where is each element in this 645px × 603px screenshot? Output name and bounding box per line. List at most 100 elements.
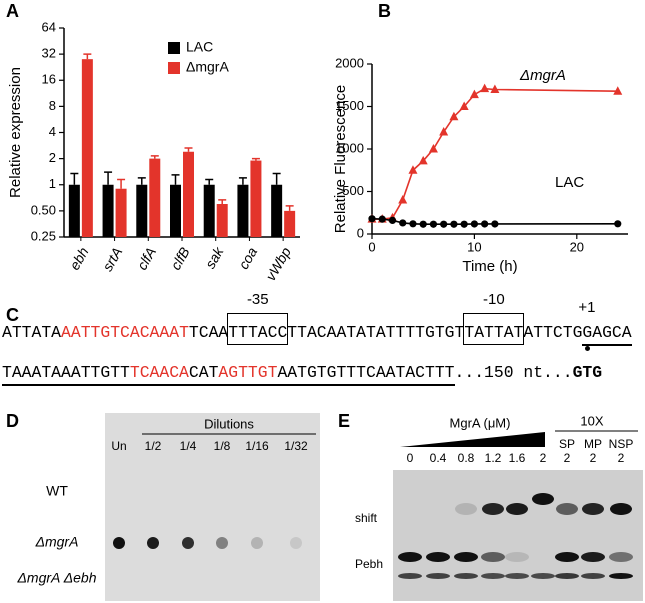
bar (271, 184, 283, 237)
gel-band (426, 552, 450, 562)
sequence-segment: AATGTGTTTCAATACTTT (277, 362, 455, 386)
lane-label: 0 (407, 451, 414, 465)
gel-band (506, 503, 528, 515)
sequence-segment: TCAACA (129, 362, 189, 386)
marker (490, 84, 500, 93)
bar (284, 210, 296, 237)
concentration-wedge (400, 432, 545, 447)
column-label: 1/8 (214, 439, 231, 453)
error-bar (205, 178, 214, 185)
panel-label: B (378, 1, 391, 21)
sequence-text: AGTTGT (218, 363, 278, 382)
marker (418, 155, 428, 165)
error-bar (150, 155, 159, 159)
y-tick-label: 1500 (335, 98, 364, 113)
marker (378, 215, 386, 223)
bar (237, 184, 249, 237)
site-label: -35 (246, 291, 269, 308)
band-label: Pebh (355, 557, 383, 571)
gel-band (481, 573, 505, 579)
gel-band (610, 503, 632, 515)
series-line (372, 87, 618, 220)
y-tick-label: 2000 (335, 55, 364, 70)
gel-band (609, 573, 633, 579)
gel-band (454, 573, 478, 579)
dilution-header: Dilutions (204, 416, 254, 431)
bar (203, 184, 215, 237)
marker (419, 220, 427, 228)
marker (449, 111, 459, 121)
marker (409, 220, 417, 228)
blot-dot (113, 537, 125, 549)
legend-swatch (168, 42, 180, 54)
lane-label: 2 (590, 451, 597, 465)
marker (613, 86, 623, 95)
y-axis-label: Relative Fluorescence (332, 85, 349, 233)
competitor-title: 10X (580, 413, 603, 428)
sequence-segment: AGTTGT (218, 362, 278, 386)
marker (408, 165, 418, 174)
marker (429, 220, 438, 228)
gel-image (393, 470, 643, 601)
sequence-text: ...150 nt... (454, 363, 573, 382)
gel-band (398, 573, 422, 579)
lane-label: SP (559, 437, 575, 451)
gel-band (532, 493, 554, 505)
series-label: ΔmgrA (519, 67, 566, 84)
panel-label: A (6, 1, 19, 21)
row-label: ΔmgrA Δebh (17, 570, 97, 586)
error-bar (184, 147, 193, 152)
error-bar (83, 53, 92, 60)
y-tick-label: 0.25 (31, 228, 56, 243)
gel-band (482, 503, 504, 515)
gel-band (582, 503, 604, 515)
marker (491, 220, 499, 228)
panel-label: C (6, 305, 19, 325)
error-bar (218, 199, 227, 205)
sequence-segment: ATTCTG (523, 322, 582, 344)
gel-band (556, 503, 578, 515)
blot-dot (182, 537, 194, 549)
marker (459, 101, 469, 110)
bar (102, 184, 114, 237)
y-tick-label: 500 (342, 183, 364, 198)
sequence-text: TTTACC (228, 323, 288, 342)
legend-label: ΔmgrA (186, 59, 229, 75)
marker (388, 216, 397, 224)
lane-label: MP (584, 437, 602, 451)
lane-label: 2 (540, 451, 547, 465)
marker (450, 220, 458, 228)
bar (81, 59, 93, 237)
y-tick-label: 2 (49, 150, 56, 165)
error-bar (272, 172, 281, 185)
gel-title: MgrA (μM) (450, 415, 511, 430)
sequence-segment: GAGCA +1 (578, 299, 632, 351)
gel-band (455, 503, 477, 515)
bar (115, 188, 127, 237)
series-label: LAC (555, 174, 584, 191)
sequence-segment: GTG (573, 362, 603, 384)
gel-band (481, 552, 505, 562)
error-bar (137, 177, 146, 185)
marker (470, 220, 478, 228)
lane-label: NSP (609, 437, 634, 451)
y-tick-label: 1 (49, 176, 56, 191)
bar (136, 184, 148, 237)
sequence-text: CAT (188, 363, 219, 382)
sequence-segment: TAAATAAATTGTT (2, 362, 130, 386)
y-tick-label: 32 (42, 46, 56, 61)
error-bar (117, 178, 126, 189)
error-bar (171, 174, 180, 185)
gel-band (505, 573, 529, 579)
marker (398, 195, 408, 204)
sequence-text: TTACAATATATTTTGTGT (287, 323, 465, 342)
lane-label: 1.2 (485, 451, 502, 465)
sequence-segment: CAT (188, 362, 219, 386)
x-axis-label: Time (h) (462, 258, 517, 275)
sequence-text: AATGTGTTTCAATACTTT (277, 363, 455, 382)
lane-label: 2 (564, 451, 571, 465)
lane-label: 0.8 (458, 451, 475, 465)
column-label: 1/16 (245, 439, 269, 453)
